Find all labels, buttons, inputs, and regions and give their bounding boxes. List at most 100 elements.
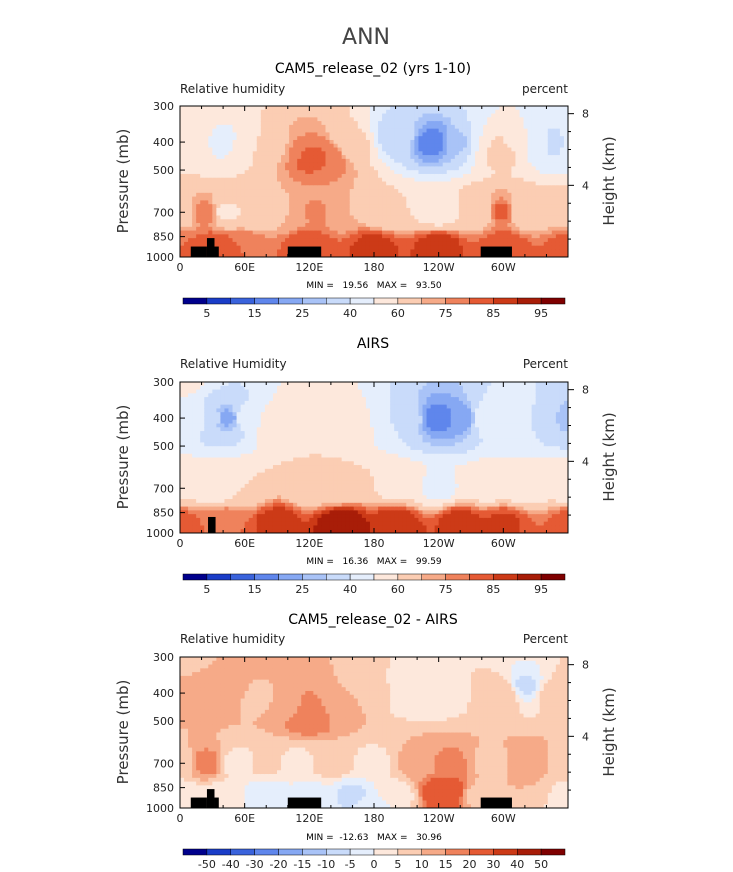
field-cell xyxy=(563,234,568,239)
field-cell xyxy=(204,468,209,474)
colorbar-box xyxy=(326,297,351,305)
field-cell xyxy=(192,397,197,402)
field-cell xyxy=(277,155,282,160)
field-cell xyxy=(268,181,274,186)
field-cell xyxy=(527,121,533,126)
field-cell xyxy=(341,223,347,228)
field-cell xyxy=(301,121,306,126)
field-cell xyxy=(345,136,351,141)
field-cell xyxy=(438,139,444,145)
field-cell xyxy=(547,207,553,213)
field-cell xyxy=(281,483,286,489)
field-cell xyxy=(244,412,250,417)
field-cell xyxy=(244,204,250,209)
field-cell xyxy=(301,173,306,179)
field-cell xyxy=(418,158,424,164)
field-cell xyxy=(256,517,262,523)
field-cell xyxy=(357,226,363,232)
field-cell xyxy=(519,173,525,179)
field-cell xyxy=(224,249,230,254)
field-cell xyxy=(378,147,383,152)
field-cell xyxy=(527,158,533,164)
field-cell xyxy=(313,204,319,209)
field-cell xyxy=(458,147,464,152)
field-cell xyxy=(200,192,205,198)
field-cell xyxy=(188,147,193,152)
field-cell xyxy=(406,173,411,179)
field-cell xyxy=(188,249,193,254)
field-cell xyxy=(180,170,185,175)
field-cell xyxy=(180,143,185,149)
field-cell xyxy=(325,139,331,145)
field-cell xyxy=(450,151,456,156)
field-cell xyxy=(220,124,226,130)
field-cell xyxy=(272,465,278,470)
field-cell xyxy=(430,207,436,213)
field-cell xyxy=(200,121,205,126)
field-cell xyxy=(240,412,246,417)
field-cell xyxy=(240,502,246,508)
field-cell xyxy=(297,200,302,205)
field-cell xyxy=(535,166,541,171)
field-cell xyxy=(200,189,205,194)
field-cell xyxy=(398,215,403,220)
field-cell xyxy=(244,166,250,171)
field-cell xyxy=(208,181,213,186)
field-cell xyxy=(248,453,254,459)
field-cell xyxy=(337,162,343,168)
field-cell xyxy=(277,204,282,209)
field-cell xyxy=(454,196,460,201)
field-cell xyxy=(297,136,302,141)
field-cell xyxy=(559,204,565,209)
field-cell xyxy=(240,514,246,519)
field-cell xyxy=(515,170,521,175)
field-cell xyxy=(277,525,282,530)
field-cell xyxy=(212,483,217,489)
field-cell xyxy=(264,177,270,183)
field-cell xyxy=(196,449,201,455)
field-cell xyxy=(462,128,468,134)
field-cell xyxy=(325,147,331,152)
field-cell xyxy=(341,249,347,254)
field-cell xyxy=(212,234,217,239)
field-cell xyxy=(264,211,270,217)
field-cell xyxy=(260,211,266,217)
field-cell xyxy=(192,170,197,175)
field-cell xyxy=(297,113,302,118)
field-cell xyxy=(277,177,282,183)
field-cell xyxy=(244,438,250,444)
field-cell xyxy=(260,514,266,519)
field-cell xyxy=(539,117,545,122)
field-cell xyxy=(438,253,444,257)
field-cell xyxy=(382,132,387,137)
field-cell xyxy=(204,181,209,186)
field-cell xyxy=(264,404,270,410)
field-cell xyxy=(519,207,525,213)
field-cell xyxy=(281,412,286,417)
field-cell xyxy=(180,192,185,198)
field-cell xyxy=(272,173,278,179)
field-cell xyxy=(244,461,250,466)
field-cell xyxy=(260,121,266,126)
field-cell xyxy=(272,529,278,533)
field-cell xyxy=(471,238,476,243)
field-cell xyxy=(192,223,197,228)
field-cell xyxy=(442,170,448,175)
field-cell xyxy=(208,483,213,489)
field-cell xyxy=(232,487,238,493)
field-cell xyxy=(248,461,254,466)
field-cell xyxy=(184,487,189,493)
field-cell xyxy=(208,400,213,406)
field-cell xyxy=(216,196,222,201)
field-cell xyxy=(313,196,319,201)
field-cell xyxy=(184,453,189,459)
field-cell xyxy=(442,215,448,220)
field-cell xyxy=(430,139,436,145)
field-cell xyxy=(341,151,347,156)
field-cell xyxy=(434,151,440,156)
field-cell xyxy=(200,151,205,156)
field-cell xyxy=(248,117,254,122)
field-cell xyxy=(357,158,363,164)
field-cell xyxy=(471,147,476,152)
field-cell xyxy=(200,480,205,485)
